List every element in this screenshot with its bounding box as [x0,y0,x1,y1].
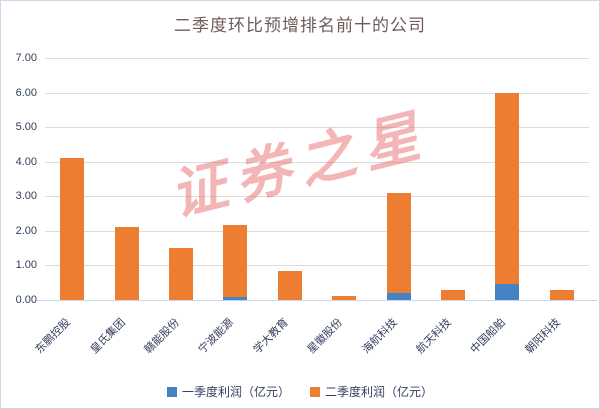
y-axis-tick-label: 5.00 [15,121,37,134]
legend-label: 二季度利润（亿元） [325,385,434,399]
bar-segment-q2 [386,192,411,294]
gridline [45,127,589,129]
y-axis-tick-label: 7.00 [15,52,37,64]
legend-swatch-icon [310,386,320,397]
legend-swatch-icon [166,386,177,397]
y-axis-tick-label: 6.00 [15,86,37,99]
gridline [45,265,589,267]
y-axis-tick-label: 0.00 [15,294,37,306]
bar-segment-q2 [332,295,357,300]
x-axis-category-label: 航天科技 [414,316,454,357]
gridline [45,196,589,198]
x-axis-category-label: 宁波能源 [196,316,237,357]
bar-segment-q2 [114,227,139,300]
bar-segment-q2 [441,289,465,300]
x-axis-category-label: 中国船舶 [468,316,509,357]
y-axis-tick-label: 1.00 [15,259,37,272]
x-axis-category-label: 皇氏集团 [87,316,128,357]
bar-segment-q2 [223,224,248,298]
bar-segment-q2 [60,158,85,300]
legend: 一季度利润（亿元） 二季度利润（亿元） [1,383,599,400]
x-axis-category-label: 朝阳科技 [523,316,563,357]
gridline [45,58,589,59]
watermark-text: 证券之星 [163,102,436,228]
y-axis-tick-label: 2.00 [15,224,37,237]
bar-segment-q1 [223,297,248,300]
bar-segment-q1 [386,293,411,300]
gridline [45,161,589,163]
x-axis-category-label: 东鹏控股 [33,316,74,357]
x-axis-category-label: 学大教育 [251,316,291,357]
x-axis-category-label: 赣能股份 [142,316,182,357]
y-axis-tick-label: 4.00 [15,155,37,168]
bar-segment-q2 [277,270,302,300]
bar-segment-q2 [549,289,574,300]
bar-segment-q2 [495,92,520,285]
bar-segment-q1 [495,284,520,300]
chart-title: 二季度环比预增排名前十的公司 [174,16,426,35]
gridline [45,230,589,232]
bar-segment-q2 [169,248,193,300]
y-axis-tick-label: 3.00 [15,190,37,203]
x-axis-line [37,300,597,301]
legend-item: 一季度利润（亿元） [166,383,290,400]
x-axis-category-label: 海航科技 [359,316,400,357]
legend-label: 一季度利润（亿元） [181,385,290,399]
legend-item: 二季度利润（亿元） [310,383,433,400]
gridline [45,92,589,94]
x-axis-category-label: 星徽股份 [305,316,346,357]
